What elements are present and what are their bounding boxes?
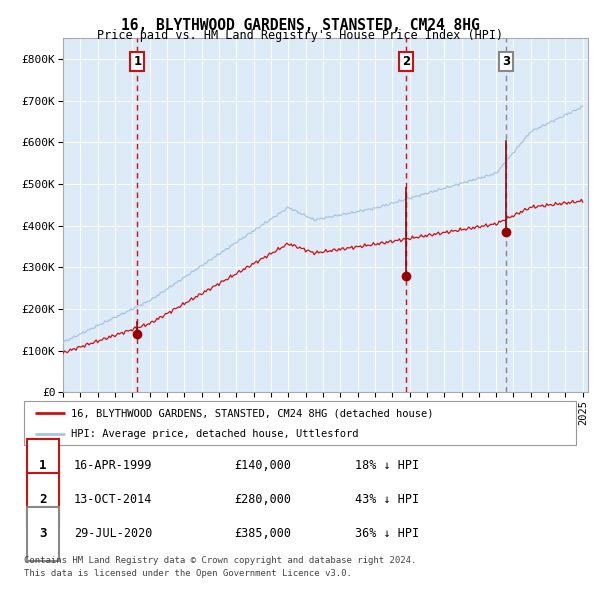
Bar — [27, 473, 59, 526]
Text: 13-OCT-2014: 13-OCT-2014 — [74, 493, 152, 506]
Text: 29-JUL-2020: 29-JUL-2020 — [74, 527, 152, 540]
Text: 16, BLYTHWOOD GARDENS, STANSTED, CM24 8HG (detached house): 16, BLYTHWOOD GARDENS, STANSTED, CM24 8H… — [71, 408, 433, 418]
Bar — [27, 507, 59, 560]
Text: This data is licensed under the Open Government Licence v3.0.: This data is licensed under the Open Gov… — [24, 569, 352, 578]
Text: 3: 3 — [502, 55, 510, 68]
Text: £280,000: £280,000 — [234, 493, 291, 506]
Text: 2: 2 — [39, 493, 47, 506]
Text: 1: 1 — [133, 55, 142, 68]
Text: 16-APR-1999: 16-APR-1999 — [74, 459, 152, 472]
Text: HPI: Average price, detached house, Uttlesford: HPI: Average price, detached house, Uttl… — [71, 428, 358, 438]
Text: 43% ↓ HPI: 43% ↓ HPI — [355, 493, 419, 506]
Text: 16, BLYTHWOOD GARDENS, STANSTED, CM24 8HG: 16, BLYTHWOOD GARDENS, STANSTED, CM24 8H… — [121, 18, 479, 32]
Text: 18% ↓ HPI: 18% ↓ HPI — [355, 459, 419, 472]
Text: 3: 3 — [39, 527, 47, 540]
Text: Contains HM Land Registry data © Crown copyright and database right 2024.: Contains HM Land Registry data © Crown c… — [24, 556, 416, 565]
Text: £385,000: £385,000 — [234, 527, 291, 540]
Text: 36% ↓ HPI: 36% ↓ HPI — [355, 527, 419, 540]
Text: 2: 2 — [402, 55, 410, 68]
Text: £140,000: £140,000 — [234, 459, 291, 472]
Text: Price paid vs. HM Land Registry's House Price Index (HPI): Price paid vs. HM Land Registry's House … — [97, 30, 503, 42]
Text: 1: 1 — [39, 459, 47, 472]
Bar — [27, 439, 59, 492]
